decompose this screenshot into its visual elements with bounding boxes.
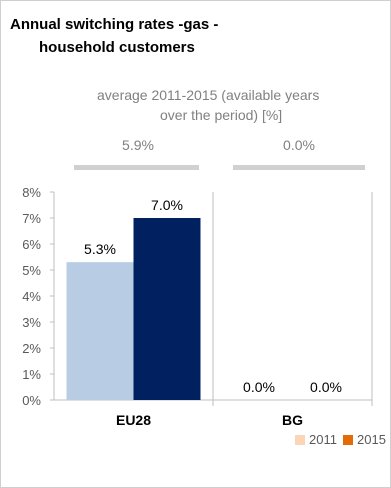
- data-label: 5.3%: [84, 241, 116, 257]
- legend-swatch-2011: [295, 435, 305, 445]
- chart-subtitle-line-2: over the period) [%]: [160, 107, 283, 123]
- category-label-eu28: EU28: [116, 412, 151, 428]
- average-bar-eu28: [74, 165, 199, 170]
- chart-title-line-2: household customers: [39, 39, 195, 56]
- y-tick-label: 6%: [22, 237, 41, 252]
- bar-2011-eu28: [66, 262, 134, 400]
- average-bar-bg: [233, 165, 365, 170]
- average-value-bg: 0.0%: [283, 137, 315, 153]
- legend-label-2011: 2011: [309, 432, 337, 447]
- legend-label-2015: 2015: [357, 432, 386, 447]
- bar-2015-eu28: [133, 218, 201, 400]
- data-label: 7.0%: [151, 197, 183, 213]
- chart-title-line-1: Annual switching rates -gas -: [10, 16, 219, 33]
- average-value-eu28: 5.9%: [122, 137, 154, 153]
- y-tick-label: 0%: [22, 393, 41, 408]
- data-label: 0.0%: [310, 379, 342, 395]
- y-tick-label: 5%: [22, 263, 41, 278]
- y-tick-label: 4%: [22, 289, 41, 304]
- y-tick-label: 1%: [22, 367, 41, 382]
- y-tick-label: 8%: [22, 185, 41, 200]
- y-tick-label: 2%: [22, 341, 41, 356]
- y-tick-label: 3%: [22, 315, 41, 330]
- chart-subtitle-line-1: average 2011-2015 (available years: [97, 87, 320, 103]
- category-label-bg: BG: [282, 412, 303, 428]
- data-label: 0.0%: [243, 379, 275, 395]
- y-tick-label: 7%: [22, 211, 41, 226]
- legend-swatch-2015: [343, 435, 353, 445]
